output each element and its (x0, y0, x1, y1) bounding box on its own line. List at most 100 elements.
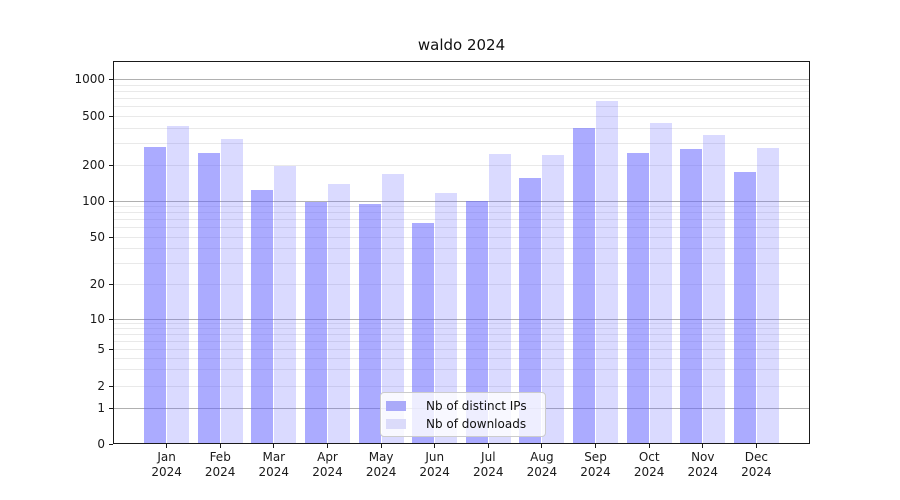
x-tick-year: 2024 (258, 465, 290, 479)
y-tick-label-10: 10 (89, 311, 105, 326)
x-tick-month: Oct (638, 450, 660, 464)
x-tick-mark-jan (166, 444, 168, 448)
y-tick-label-500: 500 (82, 109, 105, 123)
y-tick-label-100: 100 (82, 194, 105, 208)
x-tick-mark-may (380, 444, 382, 448)
legend-swatch-downloads (386, 419, 406, 429)
x-tick-label-sep: Sep 2024 (564, 450, 628, 480)
x-tick-year: 2024 (419, 465, 450, 479)
x-tick-year: 2024 (526, 465, 558, 479)
x-tick-mark-oct (648, 444, 650, 448)
x-tick-year: 2024 (204, 465, 236, 479)
y-tick-label-0: 0 (97, 437, 105, 451)
legend-entry-downloads: Nb of downloads (386, 415, 545, 433)
x-tick-mark-jun (434, 444, 436, 448)
y-tick-label-2: 2 (97, 378, 105, 393)
gridline-minor-20 (113, 283, 810, 285)
x-tick-year: 2024 (633, 465, 665, 479)
x-tick-month: May (368, 450, 394, 464)
x-tick-label-feb: Feb 2024 (188, 450, 252, 480)
gridline-minor-4 (113, 357, 810, 359)
gridline-major-100 (113, 201, 810, 202)
y-tick-label-50: 50 (89, 229, 105, 244)
x-tick-label-aug: Aug 2024 (510, 450, 574, 480)
x-tick-label-jun: Jun 2024 (403, 450, 467, 480)
legend-label-downloads: Nb of downloads (426, 417, 527, 431)
bar-downloads-feb (220, 139, 243, 444)
bar-distinct-ips-dec (733, 172, 756, 444)
x-tick-month: Jun (425, 450, 445, 464)
bar-distinct-ips-aug (519, 177, 542, 444)
x-tick-year: 2024 (312, 465, 343, 479)
gridline-minor-600 (113, 106, 810, 108)
gridline-minor-9 (113, 323, 810, 325)
bar-downloads-aug (542, 155, 565, 444)
x-tick-label-jul: Jul 2024 (456, 450, 520, 480)
x-tick-label-nov: Nov 2024 (671, 450, 735, 480)
y-tick-mark-10 (109, 318, 113, 320)
gridline-minor-90 (113, 206, 810, 208)
x-tick-label-dec: Dec 2024 (724, 450, 788, 480)
y-tick-mark-200 (109, 164, 113, 166)
bar-distinct-ips-may (358, 204, 381, 444)
bar-downloads-jan (167, 125, 190, 444)
y-tick-mark-50 (109, 236, 113, 238)
bar-downloads-apr (328, 184, 350, 444)
x-tick-mark-sep (595, 444, 596, 448)
x-tick-month: Dec (744, 450, 768, 464)
x-tick-month: Nov (691, 450, 715, 464)
x-tick-label-apr: Apr 2024 (296, 450, 360, 480)
bar-distinct-ips-jul (465, 201, 488, 444)
gridline-minor-700 (113, 98, 810, 99)
bar-downloads-oct (649, 123, 672, 444)
y-tick-mark-0 (109, 444, 113, 445)
x-tick-mark-feb (219, 444, 221, 448)
y-tick-label-1: 1 (97, 400, 105, 415)
gridline-minor-70 (113, 219, 810, 221)
bar-downloads-dec (756, 148, 779, 444)
gridline-minor-200 (113, 164, 810, 166)
gridline-minor-2 (113, 385, 810, 387)
bar-distinct-ips-apr (305, 202, 327, 444)
gridline-minor-50 (113, 236, 810, 238)
gridline-minor-8 (113, 328, 810, 330)
x-tick-month: Apr (317, 450, 338, 464)
gridline-minor-500 (113, 116, 810, 117)
bar-downloads-jul (488, 154, 511, 444)
x-tick-year: 2024 (741, 465, 772, 479)
x-tick-year: 2024 (473, 465, 504, 479)
x-tick-label-mar: Mar 2024 (242, 450, 306, 480)
legend-entry-distinct-ips: Nb of distinct IPs (386, 397, 545, 415)
legend-swatch-distinct-ips (386, 401, 406, 411)
gridline-minor-40 (113, 247, 810, 249)
bar-distinct-ips-oct (626, 153, 649, 444)
chart-title: waldo 2024 (417, 36, 506, 54)
gridline-minor-60 (113, 227, 810, 229)
x-tick-month: Jul (481, 450, 496, 464)
x-tick-year: 2024 (580, 465, 611, 479)
x-tick-year: 2024 (365, 465, 397, 479)
x-tick-year: 2024 (687, 465, 719, 479)
gridline-minor-7 (113, 333, 810, 335)
x-tick-month: Aug (530, 450, 554, 464)
gridline-minor-80 (113, 212, 810, 214)
y-tick-mark-500 (109, 116, 113, 117)
bar-distinct-ips-nov (680, 149, 703, 444)
gridline-minor-800 (113, 90, 810, 92)
y-tick-mark-100 (109, 201, 113, 202)
legend-label-distinct-ips: Nb of distinct IPs (426, 399, 527, 413)
y-tick-label-200: 200 (82, 157, 105, 172)
bar-distinct-ips-jun (412, 223, 435, 444)
y-tick-label-20: 20 (89, 276, 105, 291)
x-tick-mark-apr (327, 444, 328, 448)
x-tick-label-jan: Jan 2024 (135, 450, 199, 480)
bar-downloads-sep (596, 100, 618, 444)
y-tick-mark-20 (109, 283, 113, 285)
y-tick-mark-1 (109, 407, 113, 409)
gridline-major-1000 (113, 79, 810, 80)
gridline-minor-5 (113, 348, 810, 350)
x-tick-month: Jan (157, 450, 176, 464)
x-tick-mark-nov (702, 444, 704, 448)
x-tick-mark-mar (273, 444, 275, 448)
x-tick-label-may: May 2024 (349, 450, 413, 480)
